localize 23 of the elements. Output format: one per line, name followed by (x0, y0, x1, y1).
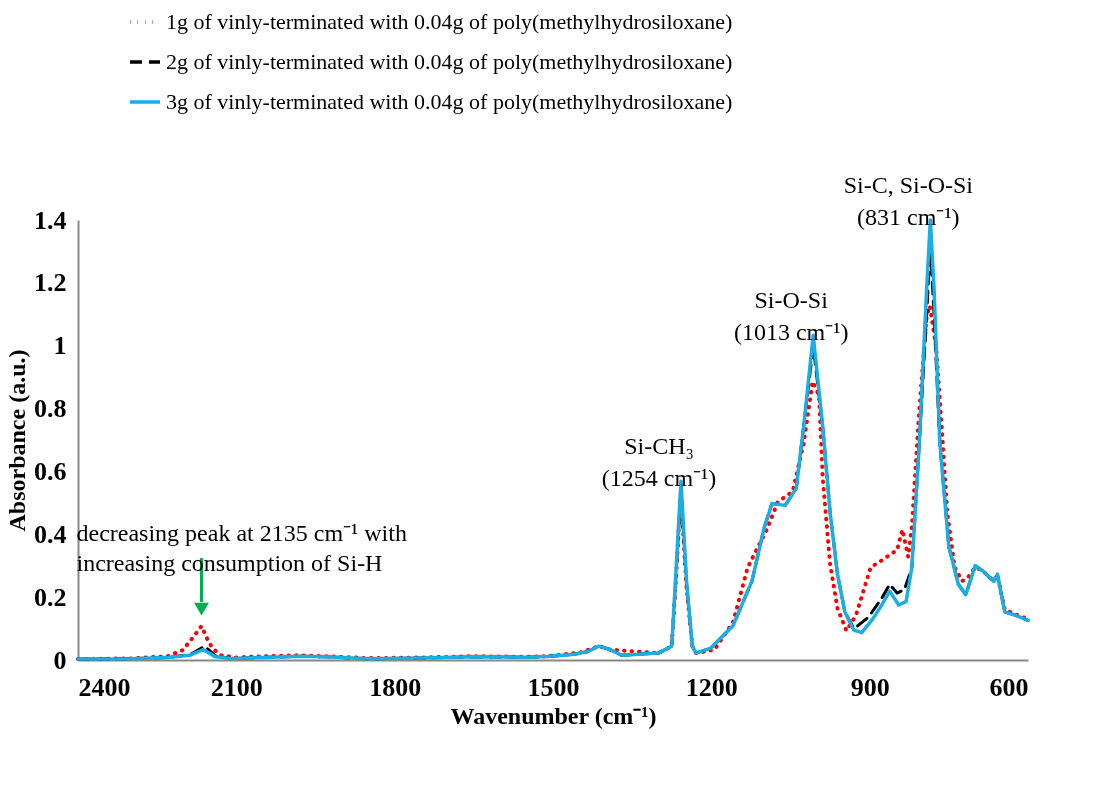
legend-label: 3g of vinly-terminated with 0.04g of poly(methylhydrosiloxane) (166, 89, 733, 114)
x-tick-label: 600 (989, 672, 1029, 702)
annotation: Si-C, Si-O-Si (831 cm⁻¹) (843, 172, 974, 230)
annotation: Si-CH₃ (1254 cm⁻¹) (601, 433, 717, 492)
x-tick-label: 1200 (685, 672, 738, 702)
y-tick-label: 0.6 (34, 456, 67, 486)
x-tick-label: 1800 (369, 672, 422, 702)
y-tick-label: 0 (53, 645, 67, 675)
x-tick-label: 2100 (210, 672, 263, 702)
x-tick-label: 1500 (527, 672, 580, 702)
legend-label: 2g of vinly-terminated with 0.04g of poly(methylhydrosiloxane) (166, 49, 733, 74)
y-tick-label: 0.4 (34, 519, 67, 549)
annotation: Si-O-Si (1013 cm⁻¹) (733, 287, 849, 346)
y-tick-label: 1.4 (34, 205, 67, 235)
x-tick-label: 2400 (78, 672, 131, 702)
x-axis-title: Wavenumber (cm⁻¹) (450, 702, 657, 729)
y-tick-label: 1.2 (34, 268, 67, 298)
y-axis-title: Absorbance (a.u.) (4, 349, 30, 532)
y-tick-label: 1 (53, 331, 67, 361)
legend-label: 1g of vinly-terminated with 0.04g of poly(methylhydrosiloxane) (166, 9, 733, 34)
y-tick-label: 0.8 (34, 394, 67, 424)
x-tick-label: 900 (850, 672, 890, 702)
y-tick-label: 0.2 (34, 582, 67, 612)
